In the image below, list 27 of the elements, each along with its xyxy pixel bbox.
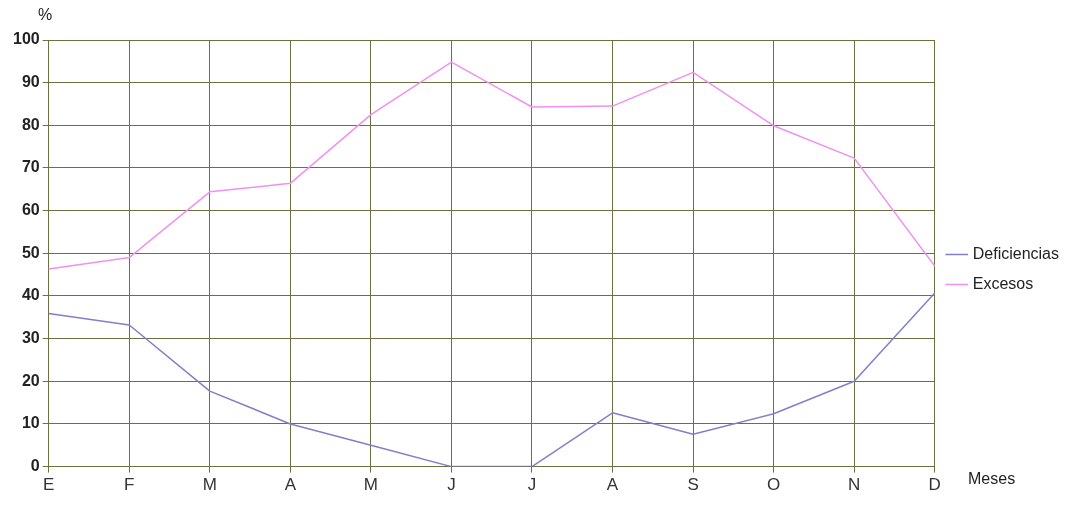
x-tick-label: M: [363, 475, 378, 495]
y-tick-label: 100: [12, 30, 40, 48]
y-tick-label: 30: [21, 329, 40, 347]
x-tick-label: A: [284, 475, 297, 495]
x-tick-label: O: [767, 475, 781, 495]
x-tick-label: E: [43, 475, 55, 495]
y-tick-label: 60: [21, 201, 40, 219]
y-tick-label: 70: [21, 158, 40, 176]
y-tick-label: 40: [21, 286, 40, 304]
x-tick-label: A: [606, 475, 619, 495]
y-axis-title: %: [38, 6, 53, 24]
x-tick-label: D: [928, 475, 941, 495]
legend-label: Deficiencias: [972, 244, 1060, 262]
y-tick-label: 0: [30, 457, 40, 475]
y-tick-label: 20: [21, 371, 40, 389]
x-tick-label: S: [687, 475, 699, 495]
x-tick-label: N: [848, 475, 861, 495]
x-tick-label: J: [527, 475, 537, 495]
y-tick-label: 10: [21, 414, 40, 432]
x-tick-label: J: [447, 475, 456, 495]
y-tick-label: 50: [21, 243, 40, 261]
x-tick-label: M: [202, 475, 217, 495]
y-tick-label: 90: [21, 73, 40, 91]
x-tick-label: F: [124, 475, 135, 495]
y-tick-label: 80: [21, 115, 40, 133]
legend-label: Excesos: [972, 274, 1034, 292]
x-axis-title: Meses: [968, 470, 1016, 488]
